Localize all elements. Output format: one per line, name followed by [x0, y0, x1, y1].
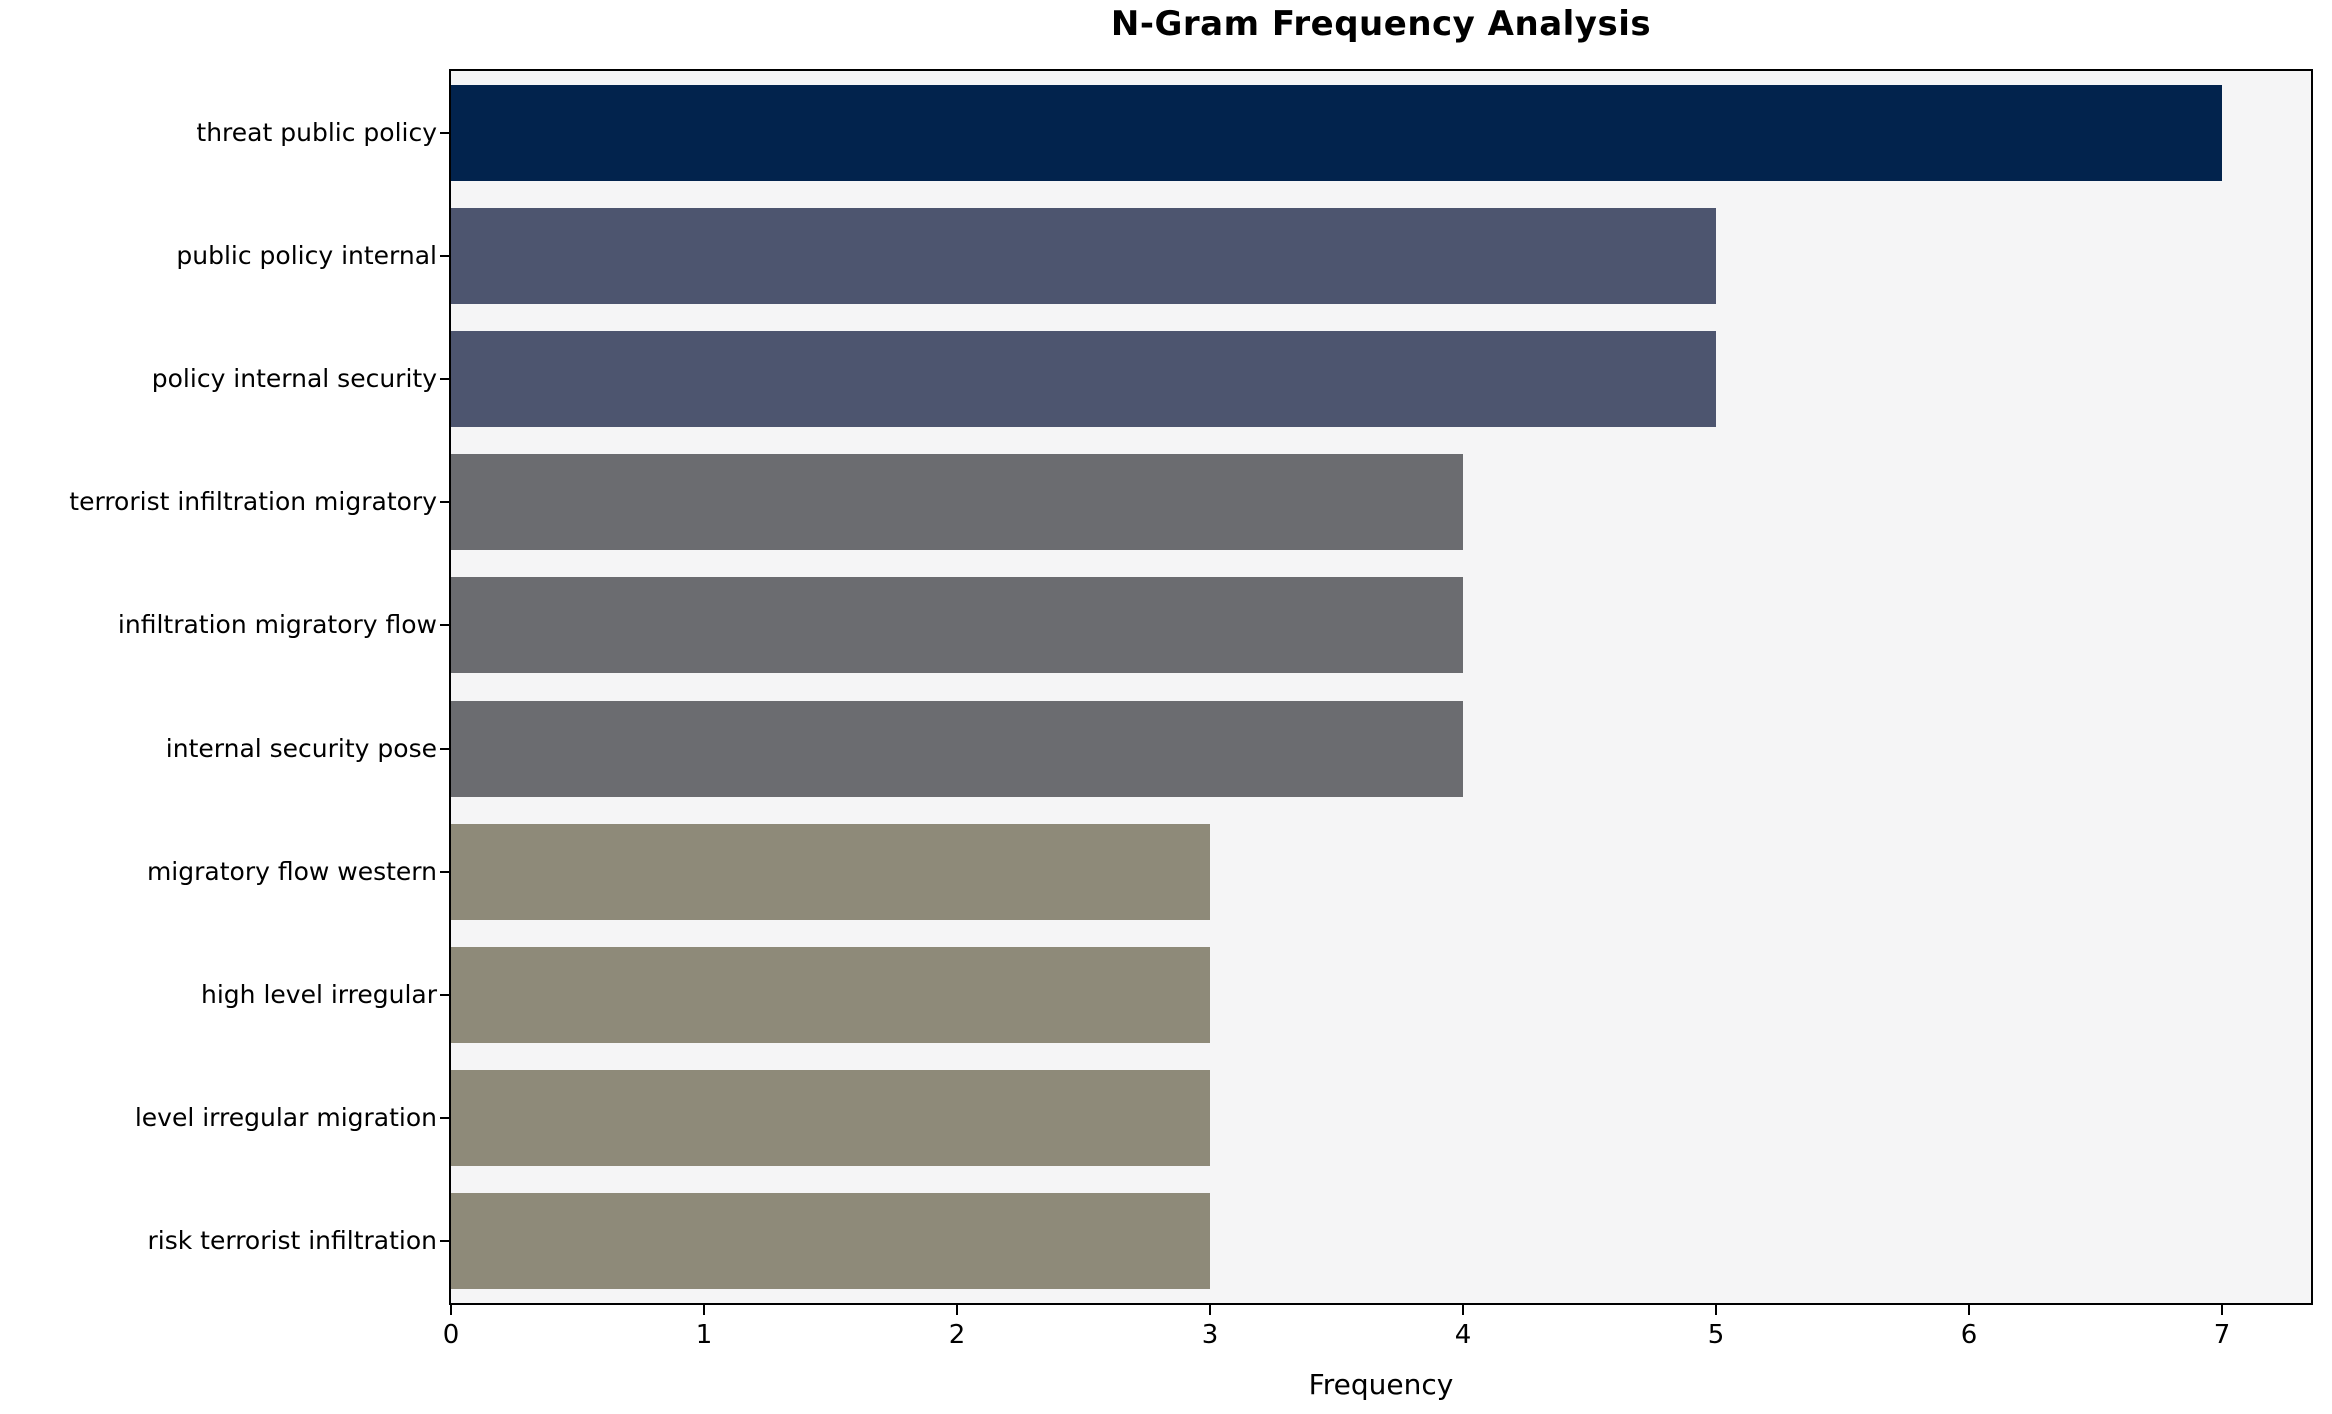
y-tick-label: infiltration migratory flow — [117, 610, 437, 639]
y-tick-label: terrorist infiltration migratory — [69, 487, 437, 516]
x-tick-mark — [956, 1305, 958, 1315]
x-tick-mark — [2221, 1305, 2223, 1315]
bar-policy-internal-security — [451, 331, 1716, 427]
x-tick-label: 5 — [1707, 1320, 1725, 1350]
y-tick-label: threat public policy — [196, 118, 437, 147]
y-tick-label: high level irregular — [201, 980, 437, 1009]
bar-terrorist-infiltration-migratory — [451, 454, 1463, 550]
y-tick-mark — [440, 132, 449, 134]
x-tick-label: 2 — [948, 1320, 966, 1350]
y-tick-mark — [440, 1117, 449, 1119]
bar-public-policy-internal — [451, 208, 1716, 304]
x-tick-label: 0 — [442, 1320, 460, 1350]
y-tick-label: internal security pose — [165, 734, 437, 763]
bar-infiltration-migratory-flow — [451, 577, 1463, 673]
x-axis-label: Frequency — [1308, 1368, 1454, 1401]
x-tick-label: 1 — [695, 1320, 713, 1350]
y-tick-label: level irregular migration — [134, 1103, 437, 1132]
y-tick-label: risk terrorist infiltration — [147, 1226, 438, 1255]
bar-threat-public-policy — [451, 85, 2222, 181]
x-tick-mark — [703, 1305, 705, 1315]
bar-internal-security-pose — [451, 701, 1463, 797]
y-tick-label: public policy internal — [176, 241, 437, 270]
y-tick-mark — [440, 624, 449, 626]
bar-high-level-irregular — [451, 947, 1210, 1043]
x-tick-label: 4 — [1454, 1320, 1472, 1350]
y-tick-mark — [440, 378, 449, 380]
x-tick-mark — [1715, 1305, 1717, 1315]
x-tick-mark — [1462, 1305, 1464, 1315]
y-tick-mark — [440, 748, 449, 750]
y-tick-mark — [440, 1240, 449, 1242]
y-tick-label: migratory flow western — [146, 857, 437, 886]
x-tick-mark — [1209, 1305, 1211, 1315]
x-tick-label: 6 — [1960, 1320, 1978, 1350]
x-tick-label: 7 — [2213, 1320, 2231, 1350]
x-tick-mark — [1968, 1305, 1970, 1315]
y-tick-mark — [440, 255, 449, 257]
x-tick-label: 3 — [1201, 1320, 1219, 1350]
bar-migratory-flow-western — [451, 824, 1210, 920]
y-tick-label: policy internal security — [151, 364, 437, 393]
plot-area — [449, 69, 2313, 1305]
chart-title: N-Gram Frequency Analysis — [1110, 4, 1652, 44]
y-tick-mark — [440, 994, 449, 996]
x-tick-mark — [450, 1305, 452, 1315]
y-axis-labels: threat public policy public policy intern… — [0, 71, 437, 1303]
y-tick-mark — [440, 501, 449, 503]
bar-level-irregular-migration — [451, 1070, 1210, 1166]
bar-risk-terrorist-infiltration — [451, 1193, 1210, 1289]
y-tick-mark — [440, 871, 449, 873]
